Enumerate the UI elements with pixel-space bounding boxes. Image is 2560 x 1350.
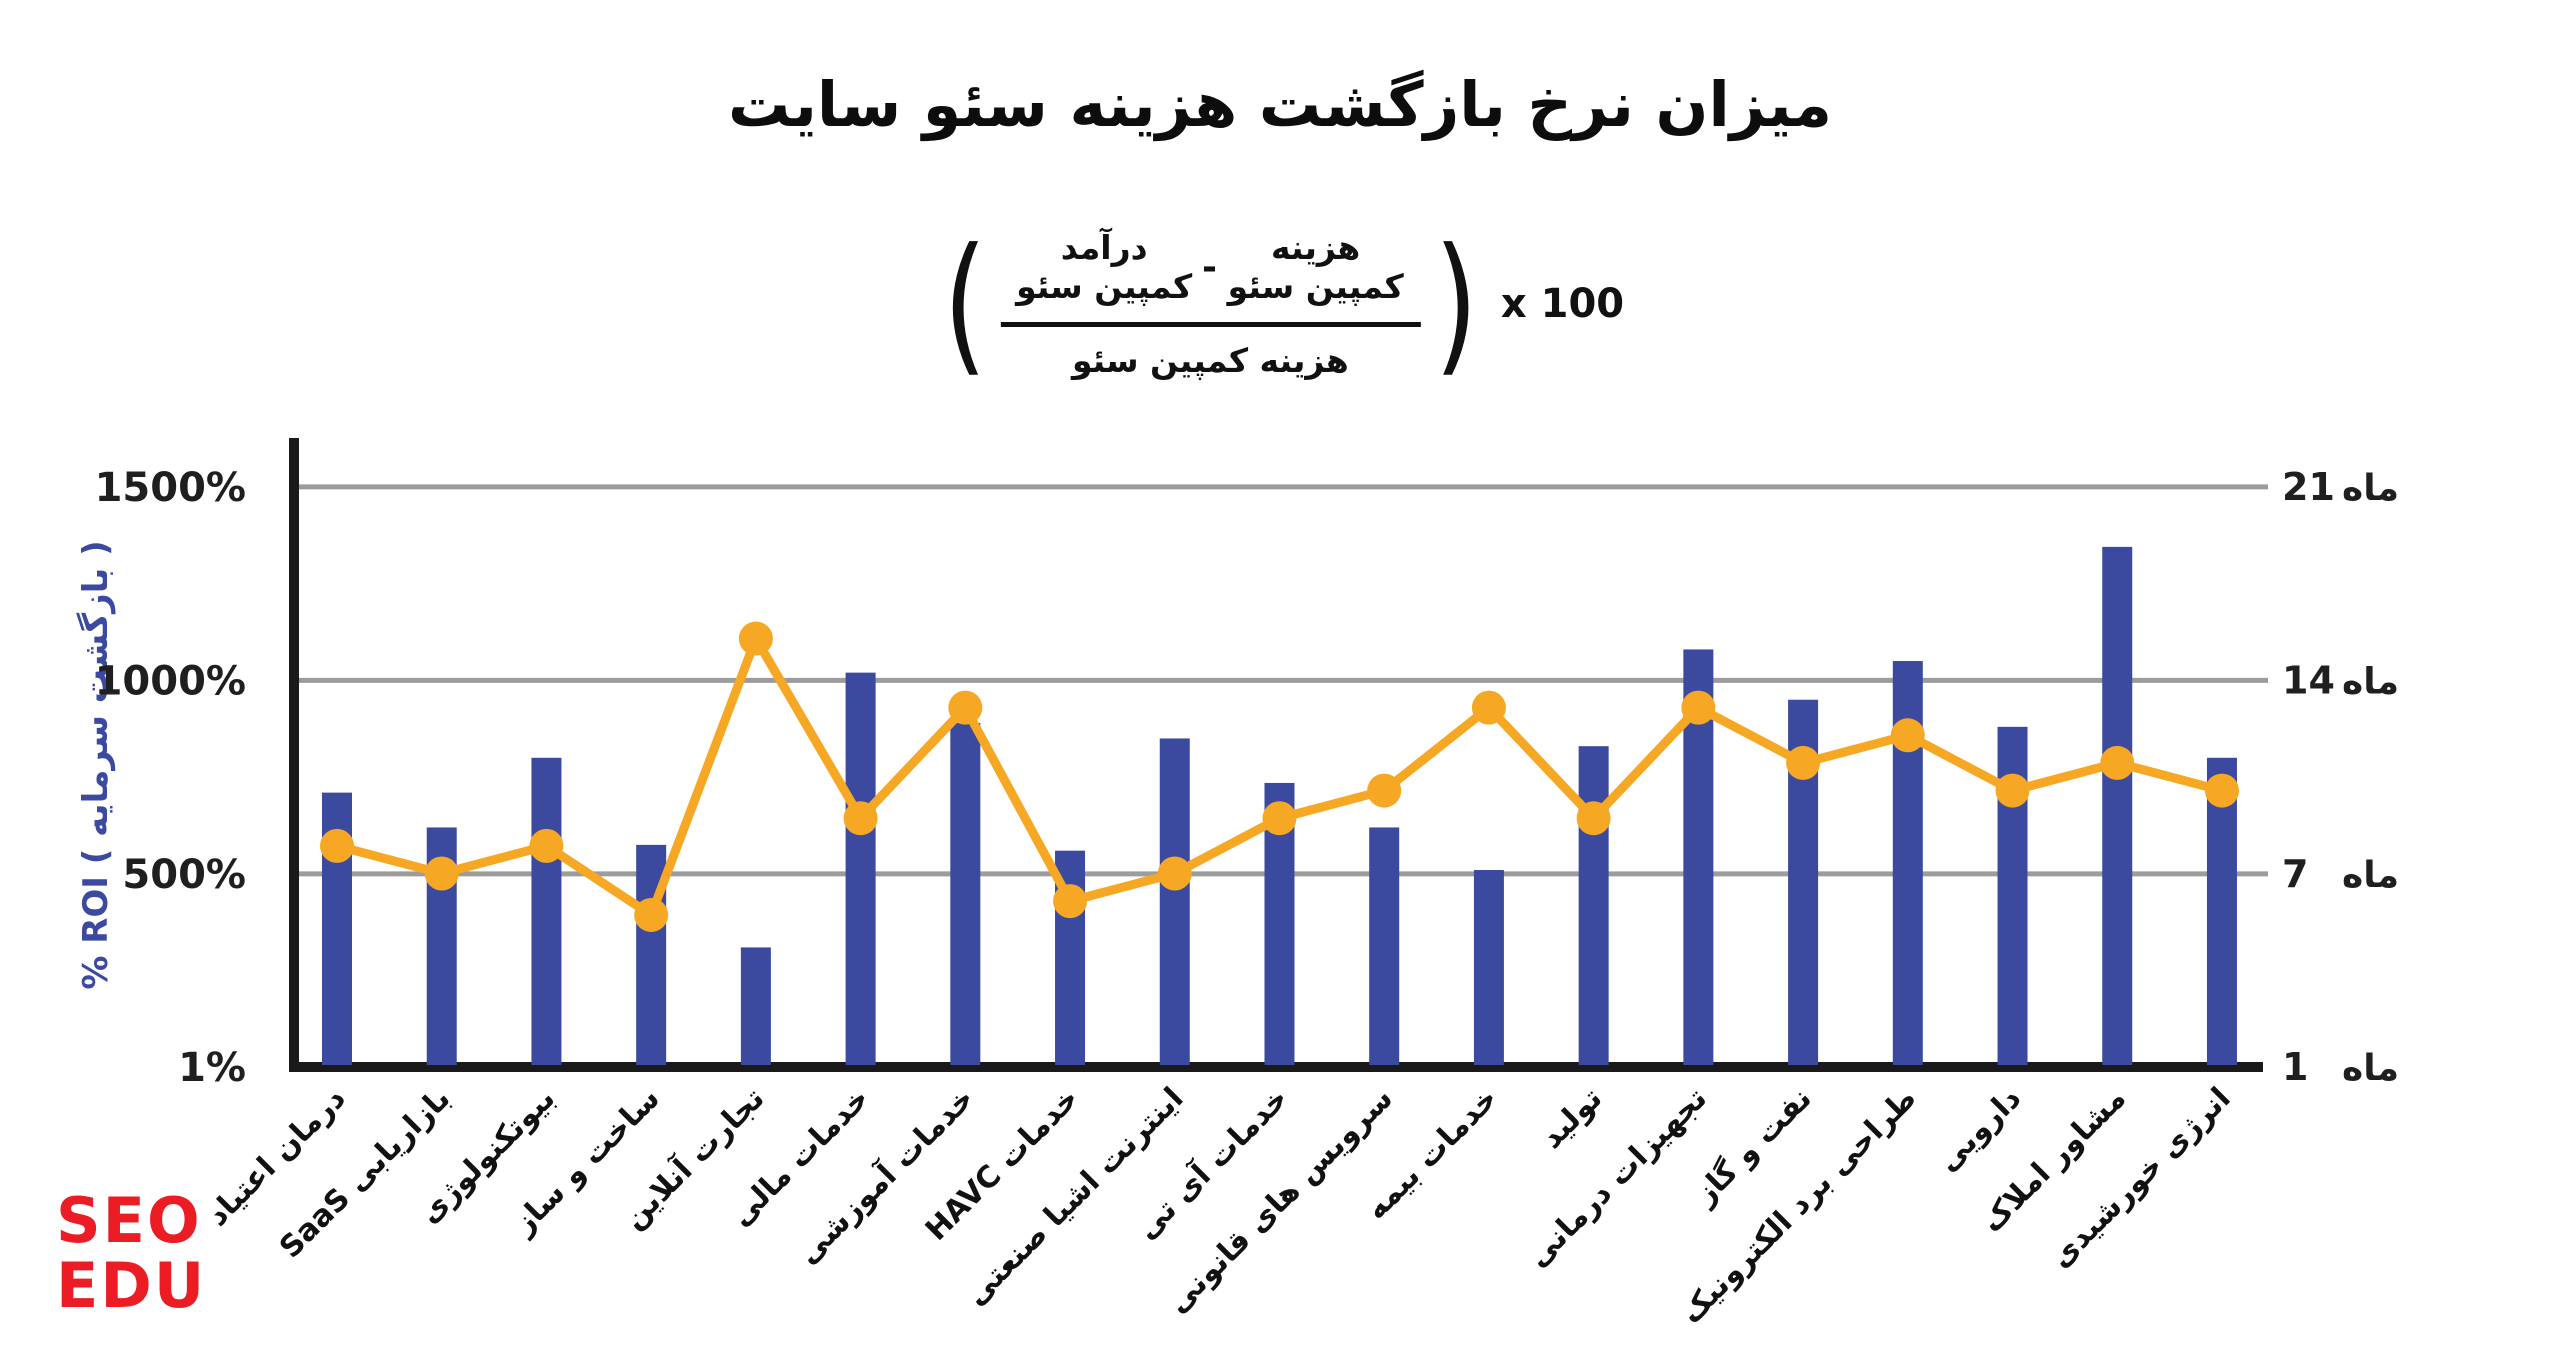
formula-open-paren: ( [943,217,988,391]
month-tick-label: 1 [2282,1045,2308,1089]
formula-numerator: درآمد کمپین سئو - هزینه کمپین سئو [1000,228,1420,322]
category-label: تجهیزات درمانی [1521,1081,1714,1274]
roi-bar [1369,827,1400,1065]
month-unit-label: ماه [2342,661,2399,702]
month-tick-label: 7 [2282,852,2308,896]
x-axis-line [289,1062,2263,1072]
formula-denominator: هزینه کمپین سئو [1071,341,1349,380]
roi-bar [1473,870,1504,1065]
roi-bar [2206,757,2237,1065]
month-dot [1576,801,1611,836]
roi-tick-label: 1500% [95,465,246,511]
month-dot [843,801,878,836]
roi-bar [845,672,876,1065]
month-dot [1053,884,1088,919]
category-label: خدمات آموزشی [789,1079,981,1271]
month-tick-label: 14 [2282,658,2335,702]
roi-tick-label: 1000% [95,658,246,704]
month-dot [1262,801,1297,836]
category-label: دارویی [1930,1081,2028,1179]
formula-multiplier: x 100 [1500,281,1625,327]
seo-edu-logo: SEO EDU [56,1188,206,1318]
month-dot [1367,773,1402,808]
fraction-bar [1000,322,1421,327]
month-dot [1995,773,2030,808]
roi-bar [740,947,771,1065]
page-title: میزان نرخ بازگشت هزینه سئو سایت [728,67,1832,141]
month-dot [2204,773,2239,808]
y-axis-line [289,438,299,1072]
logo-line-1: SEO [56,1184,202,1257]
formula-close-paren: ) [1433,217,1478,391]
roi-tick-label: 1% [178,1045,246,1091]
month-dot [738,621,773,656]
formula-fraction: درآمد کمپین سئو - هزینه کمپین سئو هزینه … [1000,228,1421,380]
month-unit-label: ماه [2342,468,2399,509]
roi-bar [950,722,981,1065]
category-label: انرژی خورشیدی [2043,1081,2237,1275]
roi-tick-label: 500% [122,852,246,898]
month-dot [948,690,983,725]
month-tick-label: 21 [2282,465,2335,509]
roi-bar [1159,738,1190,1065]
month-unit-label: ماه [2342,1048,2399,1089]
logo-line-2: EDU [56,1249,207,1323]
formula-numerator-right: هزینه کمپین سئو [1227,228,1404,306]
roi-formula: ( درآمد کمپین سئو - هزینه کمپین سئو هزین… [936,228,1624,380]
month-dot [1681,690,1716,725]
minus-sign: - [1201,246,1217,288]
roi-bar [531,757,562,1065]
category-label: تولید [1534,1081,1609,1156]
roi-bar [2102,546,2133,1065]
formula-numerator-left: درآمد کمپین سئو [1016,228,1193,306]
month-dot [1471,690,1506,725]
month-dot [2100,745,2135,780]
month-dot [634,897,669,932]
month-dot [1157,856,1192,891]
month-dot [529,828,564,863]
month-dot [320,828,354,863]
month-dot [424,856,459,891]
month-unit-label: ماه [2342,855,2399,896]
month-dot [1890,718,1925,753]
roi-bar [1578,746,1609,1065]
month-dot [1786,745,1821,780]
